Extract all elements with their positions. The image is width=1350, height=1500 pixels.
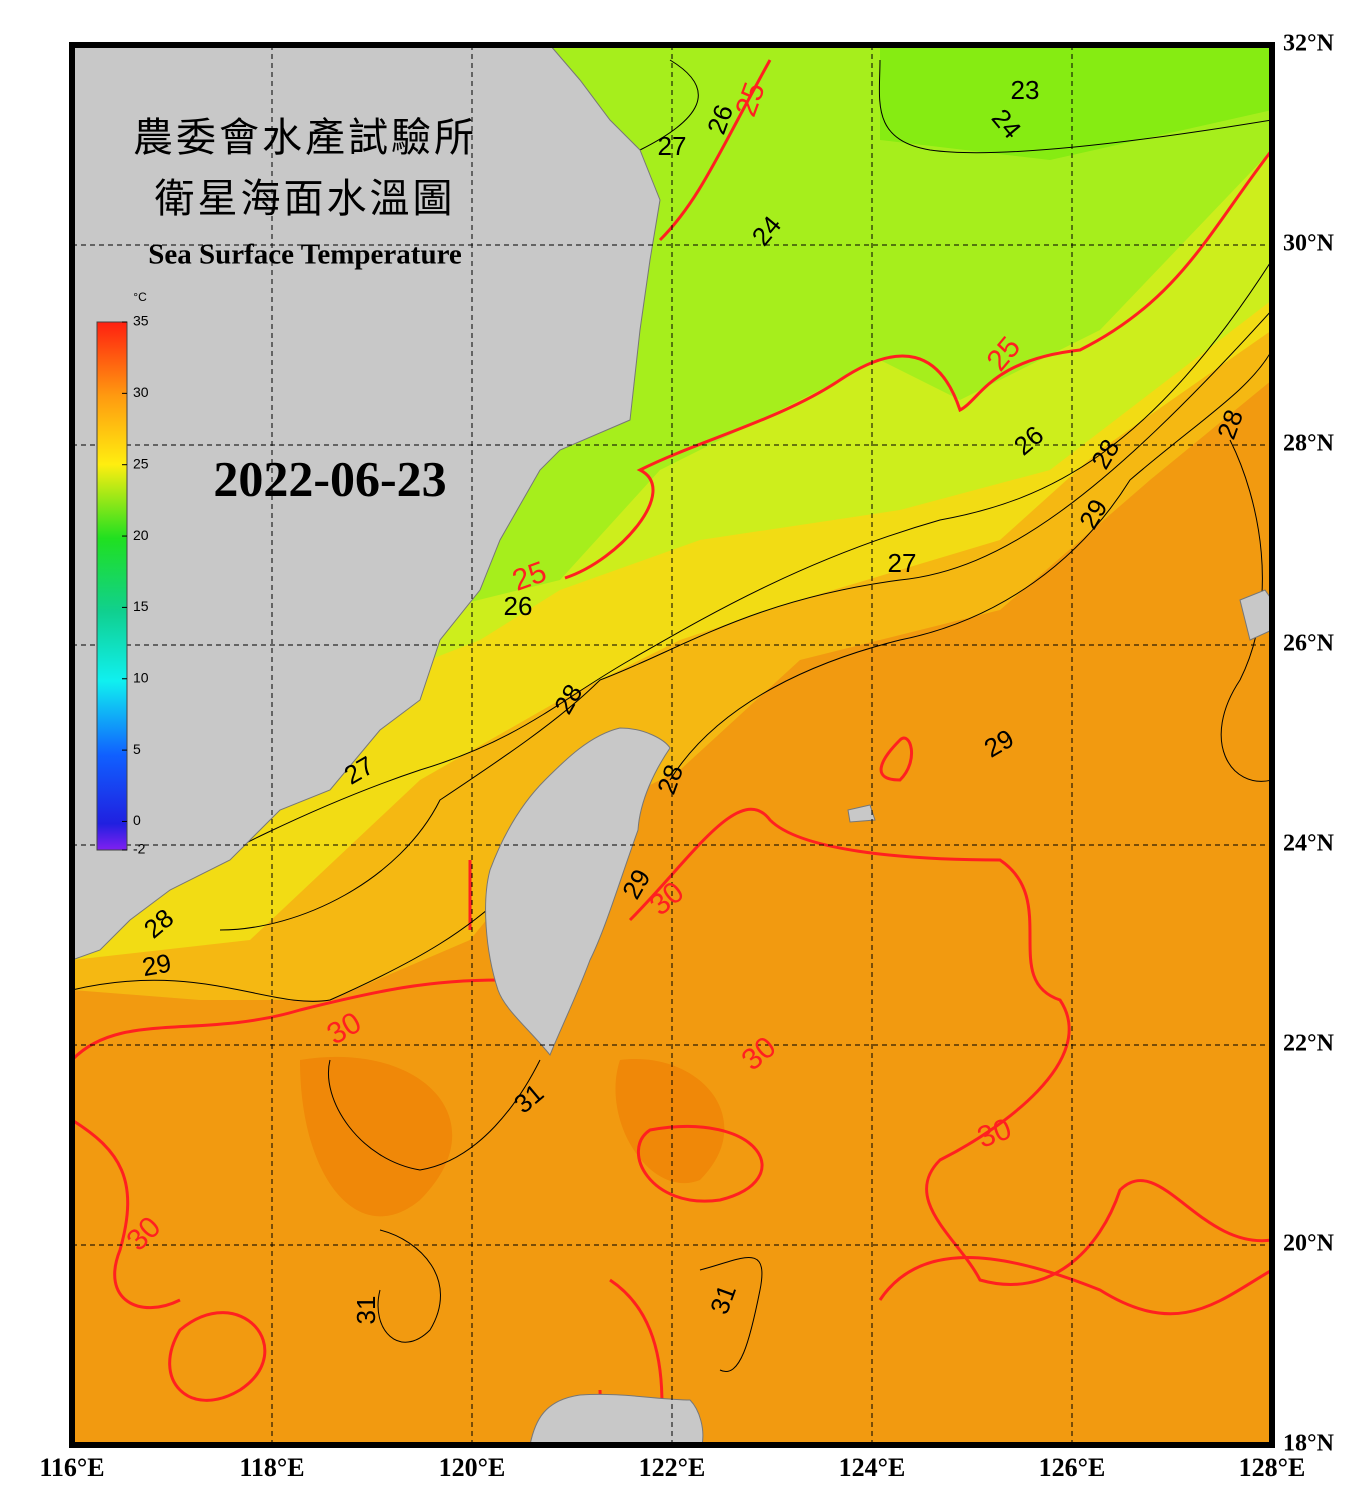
contour-label: 29	[140, 948, 174, 983]
colorbar	[96, 321, 128, 851]
lat-label: 20°N	[1283, 1231, 1335, 1257]
contours-red	[72, 59, 1272, 1445]
contour-label: 27	[658, 131, 687, 161]
colorbar-tick-label: 30	[133, 384, 149, 400]
title-line-1: 農委會水產試驗所	[133, 115, 477, 160]
taiwan	[485, 727, 671, 1056]
colorbar-unit: °C	[133, 290, 147, 304]
islands	[847, 589, 1272, 823]
contours-black	[72, 59, 1272, 1373]
ocean-cool	[880, 45, 1272, 160]
lon-label: 128°E	[1239, 1453, 1306, 1482]
lat-label: 18°N	[1283, 1431, 1335, 1457]
contour-label: 26	[504, 591, 533, 621]
lat-label: 28°N	[1283, 431, 1335, 457]
lat-label: 24°N	[1283, 831, 1335, 857]
map-area	[72, 45, 1272, 1445]
graticule	[72, 45, 1272, 1445]
colorbar-tick-label: 5	[133, 741, 141, 757]
ocean-hot	[300, 1056, 725, 1217]
map-frame	[69, 42, 1275, 1448]
lat-label: 26°N	[1283, 631, 1335, 657]
contour-label: 31	[351, 1296, 381, 1325]
lon-label: 124°E	[839, 1453, 906, 1482]
lat-label: 22°N	[1283, 1031, 1335, 1057]
colorbar-tick-label: -2	[133, 841, 146, 857]
mainland-china	[72, 45, 661, 961]
luzon	[529, 1393, 704, 1445]
lon-label: 116°E	[39, 1453, 104, 1482]
title-line-2: 衛星海面水溫圖	[155, 176, 456, 221]
lon-label: 118°E	[239, 1453, 304, 1482]
lat-label: 32°N	[1283, 31, 1335, 57]
colorbar-tick-label: 35	[133, 313, 149, 329]
land	[72, 45, 1272, 1445]
colorbar-tick-label: 15	[133, 598, 149, 614]
contour-label: 23	[1011, 75, 1040, 105]
subtitle: Sea Surface Temperature	[148, 239, 462, 271]
colorbar-tick-label: 0	[133, 812, 141, 828]
contour-label: 27	[888, 548, 917, 578]
lon-label: 120°E	[439, 1453, 506, 1482]
colorbar-tick-label: 20	[133, 527, 149, 543]
lat-label: 30°N	[1283, 231, 1335, 257]
colorbar-tick-label: 25	[133, 455, 149, 471]
lon-label: 122°E	[639, 1453, 706, 1482]
colorbar-tick-label: 10	[133, 669, 149, 685]
date: 2022-06-23	[213, 450, 446, 506]
lon-label: 126°E	[1039, 1453, 1106, 1482]
